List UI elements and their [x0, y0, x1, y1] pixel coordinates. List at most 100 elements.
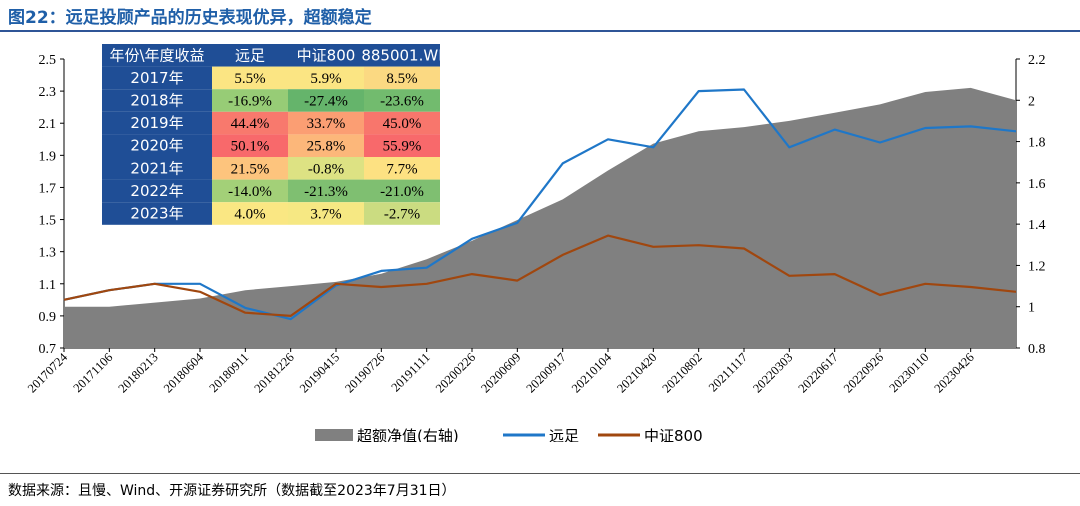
x-tick-label: 20220926 — [841, 350, 886, 395]
table-value-bg — [288, 202, 364, 225]
excess-nav-area — [64, 87, 1016, 349]
table-value-cell: 5.9% — [310, 71, 341, 87]
table-header-cell: 远足 — [235, 46, 265, 64]
table-value-bg — [212, 66, 288, 90]
table-value-bg — [288, 111, 364, 135]
figure-title: 图22：远足投顾产品的历史表现优异，超额稳定 — [8, 8, 372, 28]
y-tick-label-right: 1.6 — [1028, 177, 1046, 192]
x-tick-label: 20200609 — [478, 350, 523, 395]
table-value-cell: 3.7% — [310, 207, 341, 223]
x-tick-label: 20211117 — [706, 350, 750, 394]
csi800-line — [63, 234, 1017, 317]
legend-label-excess: 超额净值(右轴) — [357, 427, 459, 442]
table-value-bg — [212, 134, 288, 157]
x-tick-label: 20181226 — [252, 350, 297, 395]
x-tick-label: 20220617 — [796, 350, 841, 395]
x-tick-label: 20210104 — [569, 350, 615, 396]
legend-swatch-excess — [315, 429, 353, 441]
table-value-cell: -21.3% — [304, 184, 348, 200]
y-tick-label-right: 2.2 — [1028, 53, 1046, 68]
x-tick-label: 20230110 — [887, 350, 932, 395]
table-header-cell: 年份\年度收益 — [109, 46, 204, 64]
title-underline — [0, 30, 1080, 32]
table-value-cell: 5.5% — [234, 71, 265, 87]
excess-area-layer — [64, 87, 1016, 349]
yuanzu-line — [63, 88, 1017, 321]
table-value-bg — [212, 202, 288, 225]
y-tick-label-left: 2.3 — [39, 85, 57, 100]
table-value-cell: 4.0% — [234, 207, 265, 223]
table-value-cell: 7.7% — [386, 161, 417, 177]
legend-label-yuanzu: 远足 — [549, 427, 579, 442]
table-value-bg — [288, 157, 364, 180]
x-tick-label: 20210802 — [660, 350, 705, 395]
table-value-bg — [288, 89, 364, 112]
x-tick-label: 20200226 — [433, 350, 478, 395]
table-year-cell: 2023年 — [130, 205, 183, 223]
table-value-cell: -16.9% — [228, 94, 272, 110]
y-tick-label-left: 0.7 — [39, 342, 57, 357]
table-year-bg — [102, 157, 212, 180]
y-tick-label-left: 1.9 — [39, 149, 57, 164]
legend: 超额净值(右轴) 远足 中证800 — [315, 427, 703, 442]
y-tick-label-left: 2.1 — [39, 117, 57, 132]
table-value-bg — [364, 157, 440, 180]
table-value-cell: -14.0% — [228, 184, 272, 200]
table-value-cell: -2.7% — [384, 207, 420, 223]
y-tick-label-right: 2 — [1028, 94, 1035, 109]
table-year-cell: 2021年 — [130, 159, 183, 177]
y-tick-label-right: 1.8 — [1028, 136, 1046, 151]
table-year-cell: 2017年 — [130, 69, 183, 87]
x-tick-label: 20180911 — [207, 350, 252, 395]
table-value-cell: 33.7% — [307, 116, 346, 132]
table-value-cell: 55.9% — [383, 139, 422, 155]
lines-layer — [63, 88, 1017, 321]
table-value-bg — [364, 111, 440, 135]
y-tick-label-left: 1.3 — [39, 246, 57, 261]
x-tick-label: 20230426 — [932, 350, 977, 395]
table-year-cell: 2022年 — [130, 182, 183, 200]
y-tick-label-right: 1.2 — [1028, 259, 1046, 274]
table-value-cell: 44.4% — [231, 116, 270, 132]
table-value-cell: -27.4% — [304, 94, 348, 110]
table-year-bg — [102, 179, 212, 203]
table-value-cell: 50.1% — [231, 139, 270, 155]
y-tick-label-left: 0.9 — [39, 310, 57, 325]
table-header-cell: 885001.WI — [361, 46, 442, 64]
table-year-cell: 2020年 — [130, 137, 183, 155]
table-value-cell: -23.6% — [380, 94, 424, 110]
y-tick-label-left: 1.1 — [39, 278, 57, 293]
table-value-bg — [288, 179, 364, 203]
table-value-cell: 25.8% — [307, 139, 346, 155]
y-tick-label-left: 1.5 — [39, 214, 57, 229]
y-tick-label-right: 1 — [1028, 301, 1035, 316]
table-value-bg — [288, 66, 364, 90]
table-value-bg — [212, 89, 288, 112]
table-year-bg — [102, 134, 212, 157]
table-value-cell: 8.5% — [386, 71, 417, 87]
legend-label-csi800: 中证800 — [644, 427, 703, 442]
table-year-cell: 2018年 — [130, 92, 183, 110]
table-value-bg — [212, 111, 288, 135]
y-tick-label-left: 1.7 — [39, 181, 57, 196]
table-value-bg — [288, 134, 364, 157]
table-value-cell: 45.0% — [383, 116, 422, 132]
x-tick-label: 20190415 — [297, 350, 342, 395]
x-tick-label: 20191111 — [389, 350, 433, 394]
table-value-cell: -21.0% — [380, 184, 424, 200]
table-header-bg — [102, 44, 440, 67]
table-value-bg — [212, 179, 288, 203]
table-year-bg — [102, 111, 212, 135]
chart: 0.7 0.9 1.1 1.3 1.5 1.7 1.9 2.1 2.3 2.5 0.8 1 1.2 1.4… — [25, 44, 1046, 442]
y-tick-label-left: 2.5 — [39, 53, 57, 68]
x-tick-label: 20190726 — [342, 350, 387, 395]
table-year-bg — [102, 66, 212, 90]
table-value-bg — [364, 89, 440, 112]
x-tick-label: 20171106 — [71, 350, 116, 395]
x-tick-label: 20210420 — [614, 350, 659, 395]
table-value-bg — [364, 179, 440, 203]
table-year-bg — [102, 202, 212, 225]
x-tick-label: 20220303 — [750, 350, 795, 395]
table-year-cell: 2019年 — [130, 114, 183, 132]
source-divider — [0, 473, 1080, 474]
